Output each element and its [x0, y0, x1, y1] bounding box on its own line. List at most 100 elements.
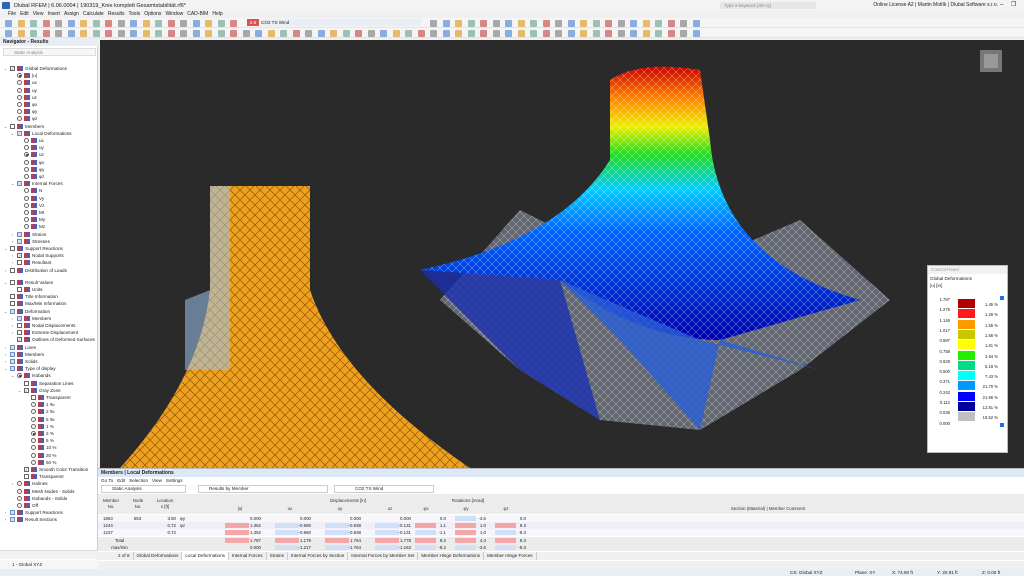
toolbar-icon[interactable] [655, 29, 662, 37]
toolbar-icon[interactable] [542, 19, 550, 27]
table-row[interactable]: 1863 653 3.50 φy 0.000 0.000 0.000 0.000 0.0 -3.6… [98, 515, 1024, 522]
panel-menu-edit[interactable]: Edit [117, 478, 126, 483]
expand-arrow-icon[interactable]: › [11, 481, 14, 487]
radio-button[interactable] [17, 80, 22, 86]
nav-item[interactable]: Max/Min Information [3, 300, 67, 307]
nav-item[interactable]: 50 % [24, 459, 56, 466]
toolbar-icon[interactable] [642, 29, 650, 37]
checkbox[interactable] [24, 380, 29, 386]
nav-item[interactable]: ux [10, 79, 37, 86]
toolbar-icon[interactable] [592, 29, 600, 37]
toolbar-icon[interactable] [505, 29, 512, 37]
toolbar-icon[interactable] [480, 19, 487, 27]
radio-button[interactable] [31, 416, 36, 422]
nav-item[interactable]: › ✓ Nodal Supports [10, 252, 64, 259]
checkbox[interactable] [10, 344, 15, 350]
tab-internal-forces[interactable]: Internal Forces [229, 552, 267, 560]
radio-button[interactable] [24, 202, 29, 208]
toolbar-icon[interactable] [192, 19, 200, 27]
toolbar-icon[interactable] [192, 29, 200, 37]
nav-item[interactable]: ⌄ Result Values [3, 279, 53, 286]
nav-item[interactable]: φz [17, 173, 44, 180]
toolbar-icon[interactable] [505, 19, 512, 27]
toolbar-icon[interactable] [342, 29, 350, 37]
nav-item[interactable]: Mt [17, 209, 44, 216]
nav-item[interactable]: 5 % [24, 437, 54, 444]
radio-button[interactable] [24, 195, 29, 201]
radio-button[interactable] [24, 174, 29, 179]
toolbar-icon[interactable] [17, 19, 25, 27]
checkbox[interactable] [10, 246, 15, 251]
toolbar-icon[interactable] [255, 29, 262, 37]
toolbar-icon[interactable] [105, 19, 112, 27]
toolbar-icon[interactable] [667, 19, 675, 27]
toolbar-icon[interactable] [205, 19, 212, 27]
expand-arrow-icon[interactable]: › [11, 253, 14, 259]
3d-viewport[interactable] [100, 40, 1024, 468]
toolbar-icon[interactable] [692, 19, 700, 27]
toolbar-icon[interactable] [455, 19, 462, 27]
panel-load-case-select[interactable]: CO2 TS Wind [334, 485, 434, 493]
nav-item[interactable]: Vy [17, 195, 44, 202]
toolbar-icon[interactable] [530, 19, 537, 27]
expand-arrow-icon[interactable]: › [11, 260, 14, 266]
nav-item[interactable]: ✓ Outlines of Deformed Surfaces [10, 336, 95, 343]
toolbar-icon[interactable] [167, 19, 175, 27]
checkbox[interactable]: ✓ [24, 467, 29, 472]
checkbox[interactable] [17, 181, 22, 187]
toolbar-icon[interactable] [567, 19, 575, 27]
toolbar-icon[interactable] [55, 19, 62, 27]
nav-item[interactable]: 5 ‰ [24, 416, 54, 423]
toolbar-icon[interactable] [230, 29, 237, 37]
menu-edit[interactable]: Edit [20, 11, 29, 17]
expand-arrow-icon[interactable]: › [11, 315, 14, 321]
toolbar-icon[interactable] [517, 29, 525, 37]
results-by-select[interactable]: Results by Member [198, 485, 328, 493]
expand-arrow-icon[interactable]: › [11, 330, 14, 336]
checkbox[interactable] [17, 238, 22, 244]
radio-button[interactable] [17, 488, 22, 494]
toolbar-icon[interactable] [130, 29, 137, 37]
expand-arrow-icon[interactable]: › [11, 323, 14, 328]
nav-item[interactable]: ⌄ Type of display [3, 365, 56, 372]
radio-button[interactable] [24, 210, 29, 215]
radio-button[interactable] [17, 495, 22, 501]
navigator-tabs[interactable] [0, 550, 98, 559]
view-cube-icon[interactable] [980, 50, 1002, 72]
radio-button[interactable] [17, 373, 22, 379]
radio-button[interactable] [17, 102, 22, 107]
toolbar-icon[interactable] [55, 29, 62, 37]
expand-arrow-icon[interactable]: ⌄ [3, 308, 8, 314]
toolbar-icon[interactable] [92, 29, 100, 37]
panel-analysis-select[interactable]: Static Analysis [101, 485, 186, 493]
expand-arrow-icon[interactable]: ⌄ [17, 387, 22, 393]
radio-button[interactable] [31, 445, 36, 451]
radio-button[interactable] [24, 224, 29, 230]
nav-item[interactable]: › Support Reactions [3, 509, 63, 516]
toolbar-icon[interactable] [580, 19, 587, 27]
checkbox[interactable]: ✓ [17, 253, 22, 259]
menu-results[interactable]: Results [107, 11, 125, 17]
radio-button[interactable] [24, 138, 29, 143]
checkbox[interactable] [17, 130, 22, 136]
toolbar-icon[interactable] [430, 19, 437, 27]
toolbar-icon[interactable] [67, 19, 75, 27]
toolbar-icon[interactable] [542, 29, 550, 37]
toolbar-icon[interactable] [630, 29, 637, 37]
toolbar-icon[interactable] [467, 29, 475, 37]
toolbar-icon[interactable] [642, 19, 650, 27]
panel-menu-selection[interactable]: Selection [129, 478, 149, 483]
nav-item[interactable]: Mesh Nodes - Solids [10, 488, 74, 495]
toolbar-icon[interactable] [555, 19, 562, 27]
checkbox[interactable] [10, 517, 15, 523]
checkbox[interactable] [10, 359, 15, 364]
nav-item[interactable]: Transparent [17, 473, 64, 480]
checkbox[interactable] [17, 260, 22, 266]
toolbar-icon[interactable] [367, 29, 375, 37]
menu-cad-bim[interactable]: CAD-BIM [187, 11, 209, 17]
radio-button[interactable] [31, 423, 36, 429]
checkbox[interactable]: ✓ [24, 387, 29, 393]
nav-item[interactable]: 20 % [24, 452, 56, 459]
nav-item[interactable]: 1 % [24, 423, 54, 430]
radio-button[interactable] [24, 145, 29, 151]
